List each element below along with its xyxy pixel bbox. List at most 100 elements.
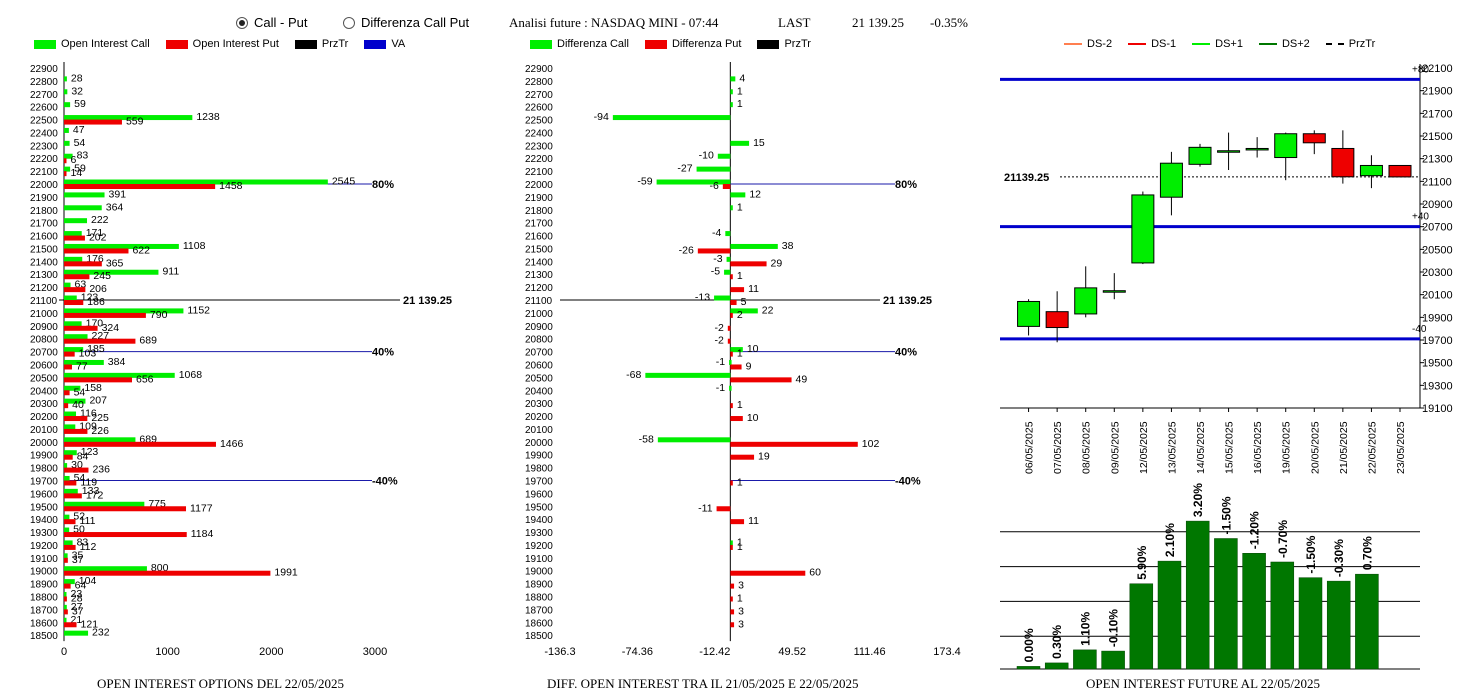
diff-strike-label: 21500 <box>525 244 553 255</box>
diff-bar-label: 3 <box>738 618 744 630</box>
future-bar-label: 3.20% <box>1191 483 1205 517</box>
oi-bar-label: 63 <box>75 279 87 291</box>
diff-bar-call <box>730 308 758 314</box>
oi-bar-label: 83 <box>77 150 89 162</box>
candle-x-tick: 16/05/2025 <box>1252 421 1264 474</box>
oi-bar-label: 123 <box>81 446 99 458</box>
oi-strike-label: 22500 <box>30 116 58 127</box>
future-bar-label: 5.90% <box>1135 545 1149 579</box>
diff-bar-label: -4 <box>712 227 721 239</box>
oi-bar-label: 83 <box>77 536 89 548</box>
diff-strike-label: 21100 <box>525 296 553 307</box>
legend-label: Open Interest Call <box>61 38 150 50</box>
radio-dot <box>236 16 248 29</box>
oi-bar-label: 28 <box>71 592 83 604</box>
oi-strike-label: 21400 <box>30 257 58 268</box>
diff-strike-label: 20000 <box>525 438 553 449</box>
oi-strike-label: 19000 <box>30 567 58 578</box>
oi-bar-label: 384 <box>108 356 126 368</box>
diff-bar-put <box>730 454 755 460</box>
oi-bar-call <box>64 102 71 108</box>
future-bar <box>1326 580 1351 670</box>
oi-bar-call <box>64 179 328 185</box>
oi-bar-call <box>64 566 147 572</box>
oi-strike-label: 22200 <box>30 154 58 165</box>
oi-bar-label: 54 <box>74 137 86 149</box>
future-bar <box>1044 662 1069 670</box>
diff-bar-label: 38 <box>782 240 794 252</box>
oi-strike-label: 20000 <box>30 438 58 449</box>
diff-last-label: 21 139.25 <box>883 295 932 307</box>
diff-strike-label: 20900 <box>525 322 553 333</box>
diff-bar-call <box>729 359 732 365</box>
legend-label: DS-1 <box>1151 38 1177 50</box>
legend-label: DS+1 <box>1215 38 1243 50</box>
diff-bar-label: -11 <box>698 502 713 514</box>
diff-bar-label: -27 <box>677 163 692 175</box>
diff-bar-label: 11 <box>748 515 759 527</box>
oi-bar-put <box>64 390 70 396</box>
candle-x-tick: 06/05/2025 <box>1024 421 1036 474</box>
legend-swatch <box>364 39 387 49</box>
oi-strike-label: 22800 <box>30 77 58 88</box>
legend-item: PrzTr <box>294 38 348 50</box>
oi-strike-label: 21200 <box>30 283 58 294</box>
oi-strike-label: 19100 <box>30 554 58 565</box>
diff-bar-label: 1 <box>737 399 743 411</box>
diff-strike-label: 19800 <box>525 464 553 475</box>
oi-bar-label: 54 <box>74 472 86 484</box>
oi-bar-call <box>64 617 67 623</box>
oi-bar-label: 64 <box>75 580 87 592</box>
oi-bar-put <box>64 441 216 447</box>
radio-call-put[interactable]: Call - Put <box>236 15 307 30</box>
oi-bar-label: 689 <box>139 335 157 347</box>
oi-bar-label: 37 <box>72 554 84 566</box>
oi-strike-label: 21500 <box>30 244 58 255</box>
candle-y-tick: 21100 <box>1422 176 1452 188</box>
oi-bar-label: 656 <box>136 373 154 385</box>
oi-bar-put <box>64 287 86 293</box>
legend-label: Differenza Call <box>557 38 629 50</box>
oi-bar-call <box>64 295 77 301</box>
diff-bar-label: 22 <box>762 304 774 316</box>
oi-bar-put <box>64 622 77 628</box>
diff-bar-label: 1 <box>737 592 743 604</box>
oi-strike-label: 18700 <box>30 605 58 616</box>
diff-bar-call <box>730 76 736 82</box>
diff-bar-call <box>717 153 731 159</box>
oi-bar-label: 911 <box>162 266 179 278</box>
oi-bar-label: 119 <box>80 476 97 488</box>
oi-bar-put <box>64 570 271 576</box>
radio-differenza-call-put[interactable]: Differenza Call Put <box>343 15 469 30</box>
diff-bar-label: 1 <box>737 476 743 488</box>
oi-bar-call <box>64 231 82 237</box>
candle-x-tick: 07/05/2025 <box>1052 421 1064 474</box>
diff-bar-put <box>730 596 733 602</box>
oi-bar-label: 790 <box>150 309 168 321</box>
candle-body <box>1045 311 1069 329</box>
oi-bar-label: 1991 <box>274 567 298 579</box>
oi-bar-call <box>64 630 89 636</box>
diff-bar-put <box>727 325 731 331</box>
oi-bar-call <box>64 218 88 224</box>
oi-strike-label: 20300 <box>30 399 58 410</box>
last-value: 21 139.25 <box>852 15 904 30</box>
candle-body <box>1302 133 1326 144</box>
legend-item: Open Interest Call <box>34 38 150 50</box>
diff-bar-put <box>730 416 743 422</box>
diff-strike-label: 20400 <box>525 386 553 397</box>
oi-bar-put <box>64 596 67 602</box>
legend-item: PrzTr <box>757 38 811 50</box>
diff-va-label: -40% <box>895 475 921 487</box>
diff-bar-label: 4 <box>739 72 745 84</box>
oi-strike-label: 22400 <box>30 128 58 139</box>
oi-strike-label: 21100 <box>30 296 58 307</box>
oi-bar-call <box>64 385 81 391</box>
oi-bar-call <box>64 89 68 95</box>
diff-bar-label: 1 <box>737 541 743 553</box>
oi-bar-label: 54 <box>74 386 86 398</box>
diff-x-tick: 111.46 <box>854 646 886 658</box>
diff-bar-call <box>657 437 731 443</box>
future-bar-label: -0.10% <box>1107 609 1121 647</box>
diff-strike-label: 18800 <box>525 592 553 603</box>
